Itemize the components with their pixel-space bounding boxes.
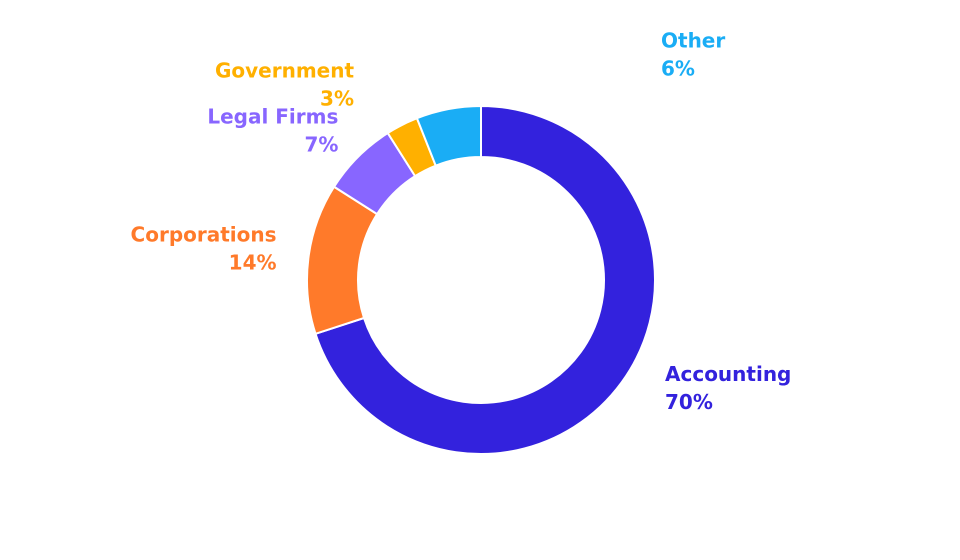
slice-value-label: 14% <box>229 250 277 274</box>
slice-label-accounting: Accounting 70% <box>665 362 791 414</box>
slice-value-label: 70% <box>665 390 713 414</box>
slice-value-label: 6% <box>661 56 695 80</box>
slice-label-corporations: Corporations 14% <box>131 222 277 274</box>
slice-label-other: Other 6% <box>661 28 725 80</box>
slice-label-legal-firms: Legal Firms 7% <box>207 104 338 156</box>
slice-category-label: Government <box>215 58 355 82</box>
slice-other <box>415 104 482 167</box>
slice-accounting <box>314 104 656 455</box>
slice-corporations <box>306 185 379 336</box>
slice-category-label: Legal Firms <box>207 104 338 128</box>
slice-category-label: Corporations <box>131 222 277 246</box>
slice-value-label: 7% <box>304 132 338 156</box>
slice-category-label: Accounting <box>665 362 791 386</box>
slice-value-label: 3% <box>320 86 354 110</box>
slice-category-label: Other <box>661 28 725 52</box>
slice-label-government: Government 3% <box>215 58 355 110</box>
